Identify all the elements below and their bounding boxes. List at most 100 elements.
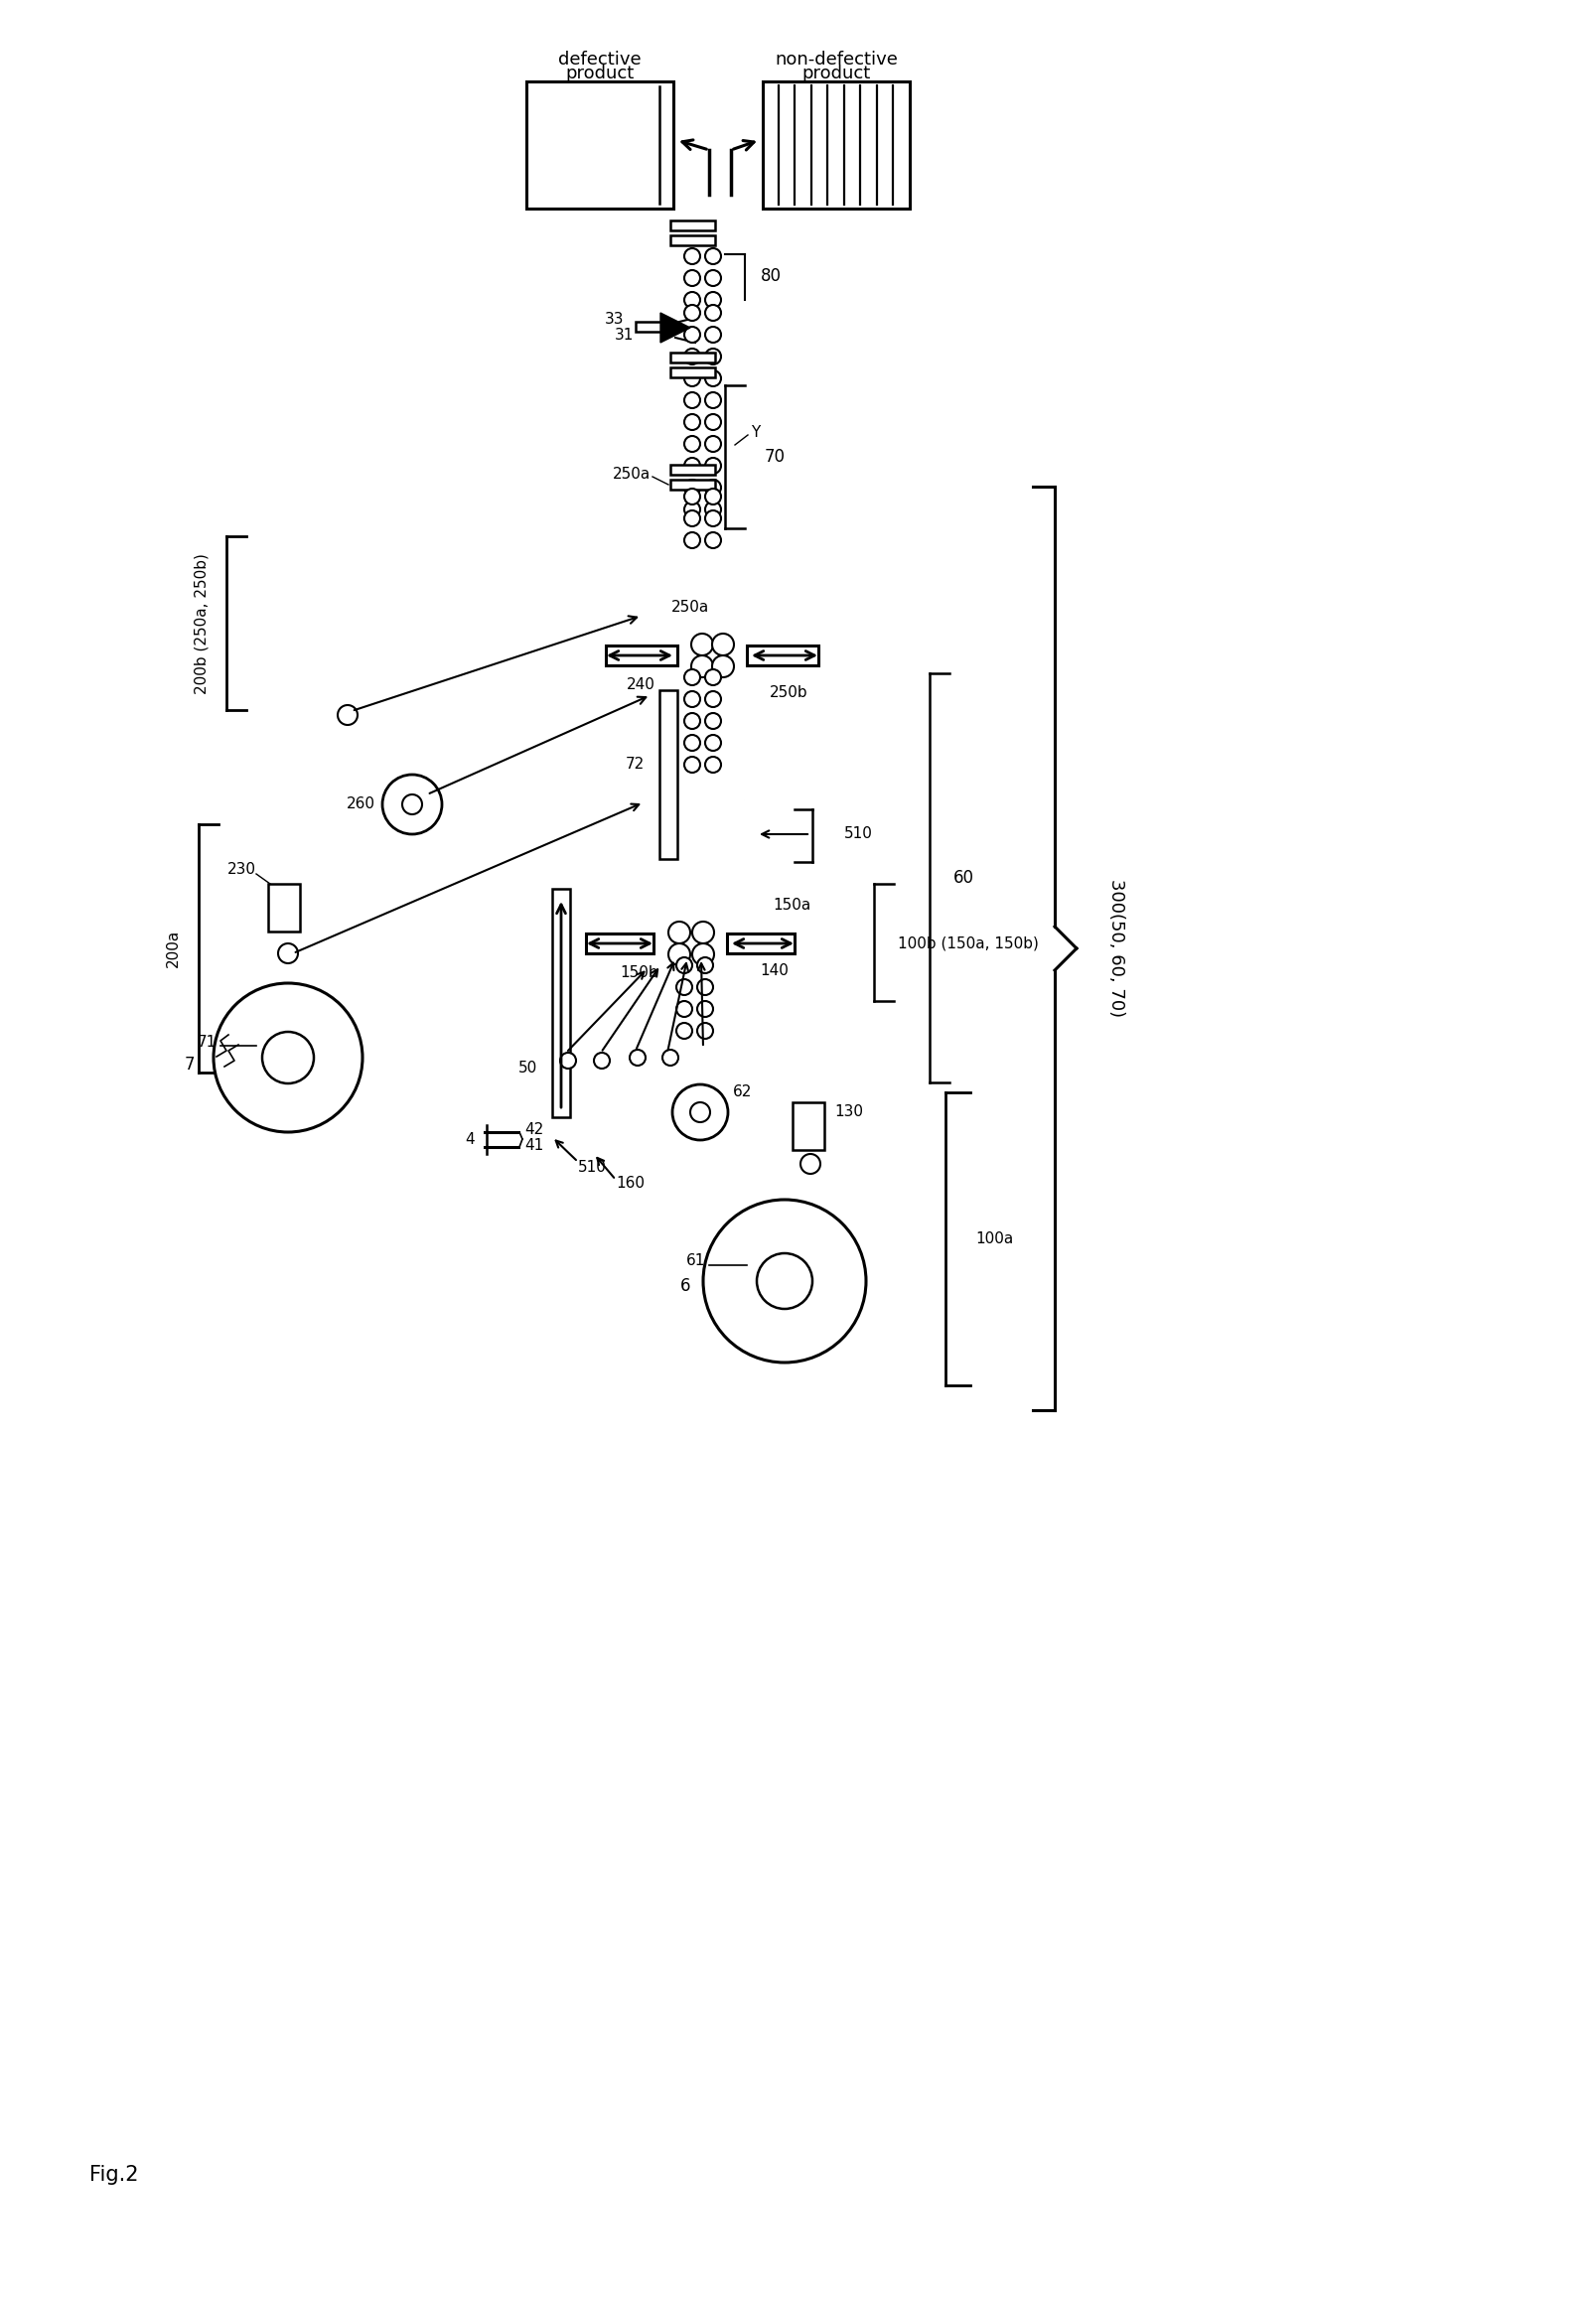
Circle shape — [705, 756, 721, 772]
Circle shape — [677, 1022, 693, 1038]
Text: product: product — [801, 64, 871, 83]
Circle shape — [705, 349, 721, 365]
Bar — [606, 645, 677, 666]
Circle shape — [705, 691, 721, 707]
Text: 150b: 150b — [621, 965, 659, 981]
Bar — [268, 884, 300, 933]
Bar — [728, 933, 795, 953]
Circle shape — [662, 1050, 678, 1066]
Bar — [670, 464, 715, 475]
Circle shape — [757, 1254, 812, 1309]
Circle shape — [677, 1001, 693, 1018]
Circle shape — [685, 712, 701, 728]
Text: 6: 6 — [680, 1277, 689, 1296]
Text: 70: 70 — [764, 448, 785, 466]
Circle shape — [685, 349, 701, 365]
Bar — [793, 1103, 824, 1151]
Circle shape — [685, 510, 701, 526]
Circle shape — [693, 921, 713, 944]
Circle shape — [685, 489, 701, 505]
Bar — [527, 80, 674, 209]
Text: 200b (250a, 250b): 200b (250a, 250b) — [193, 554, 209, 694]
Bar — [670, 480, 715, 489]
Text: 61: 61 — [686, 1254, 705, 1268]
Bar — [670, 234, 715, 246]
Circle shape — [705, 306, 721, 322]
Text: 72: 72 — [626, 758, 645, 772]
Circle shape — [691, 655, 713, 678]
Circle shape — [685, 691, 701, 707]
Circle shape — [685, 436, 701, 453]
Circle shape — [594, 1052, 610, 1068]
Bar — [670, 221, 715, 230]
Text: 300(50, 60, 70): 300(50, 60, 70) — [1108, 880, 1125, 1018]
Bar — [635, 322, 677, 331]
Circle shape — [705, 248, 721, 264]
Text: 62: 62 — [733, 1084, 752, 1100]
Circle shape — [705, 393, 721, 409]
Circle shape — [685, 393, 701, 409]
Circle shape — [801, 1153, 820, 1174]
Circle shape — [672, 1084, 728, 1139]
Bar — [659, 689, 677, 859]
Text: 41: 41 — [525, 1139, 544, 1153]
Circle shape — [669, 921, 689, 944]
Text: non-defective: non-defective — [774, 51, 897, 69]
Text: 50: 50 — [519, 1061, 538, 1075]
Circle shape — [685, 756, 701, 772]
Circle shape — [383, 774, 442, 834]
Circle shape — [685, 501, 701, 517]
Circle shape — [712, 655, 734, 678]
Circle shape — [685, 413, 701, 430]
Circle shape — [705, 489, 721, 505]
Circle shape — [705, 326, 721, 342]
Circle shape — [705, 292, 721, 308]
Circle shape — [685, 326, 701, 342]
Text: defective: defective — [559, 51, 642, 69]
Bar — [670, 368, 715, 377]
Text: 230: 230 — [228, 861, 257, 877]
Text: 250b: 250b — [769, 687, 808, 701]
Circle shape — [560, 1052, 576, 1068]
Circle shape — [691, 634, 713, 655]
Text: 250a: 250a — [613, 466, 651, 482]
Circle shape — [697, 979, 713, 995]
Text: 160: 160 — [616, 1176, 645, 1192]
Circle shape — [630, 1050, 645, 1066]
Circle shape — [685, 248, 701, 264]
Bar — [747, 645, 819, 666]
Circle shape — [705, 735, 721, 751]
Text: 150a: 150a — [772, 898, 811, 914]
Circle shape — [693, 944, 713, 965]
Text: 100b (150a, 150b): 100b (150a, 150b) — [899, 935, 1039, 951]
Circle shape — [705, 510, 721, 526]
Text: 71: 71 — [198, 1036, 217, 1050]
Circle shape — [338, 705, 358, 726]
Text: 33: 33 — [605, 312, 624, 326]
Circle shape — [705, 480, 721, 496]
Text: 60: 60 — [953, 868, 974, 887]
Circle shape — [685, 292, 701, 308]
Circle shape — [685, 370, 701, 386]
Circle shape — [705, 457, 721, 473]
Circle shape — [705, 413, 721, 430]
Text: Y: Y — [750, 425, 760, 439]
Circle shape — [685, 480, 701, 496]
Circle shape — [685, 735, 701, 751]
Bar — [552, 889, 570, 1116]
Text: 7: 7 — [184, 1057, 195, 1073]
Text: 200a: 200a — [166, 930, 180, 967]
Polygon shape — [661, 312, 689, 342]
Circle shape — [677, 958, 693, 974]
Circle shape — [689, 1103, 710, 1123]
Circle shape — [685, 306, 701, 322]
Text: 260: 260 — [346, 797, 375, 811]
Text: 100a: 100a — [975, 1231, 1013, 1247]
Circle shape — [685, 457, 701, 473]
Bar — [586, 933, 653, 953]
Circle shape — [704, 1199, 867, 1362]
Text: 42: 42 — [525, 1121, 544, 1137]
Circle shape — [697, 1022, 713, 1038]
Circle shape — [685, 271, 701, 287]
Text: 130: 130 — [835, 1105, 863, 1119]
